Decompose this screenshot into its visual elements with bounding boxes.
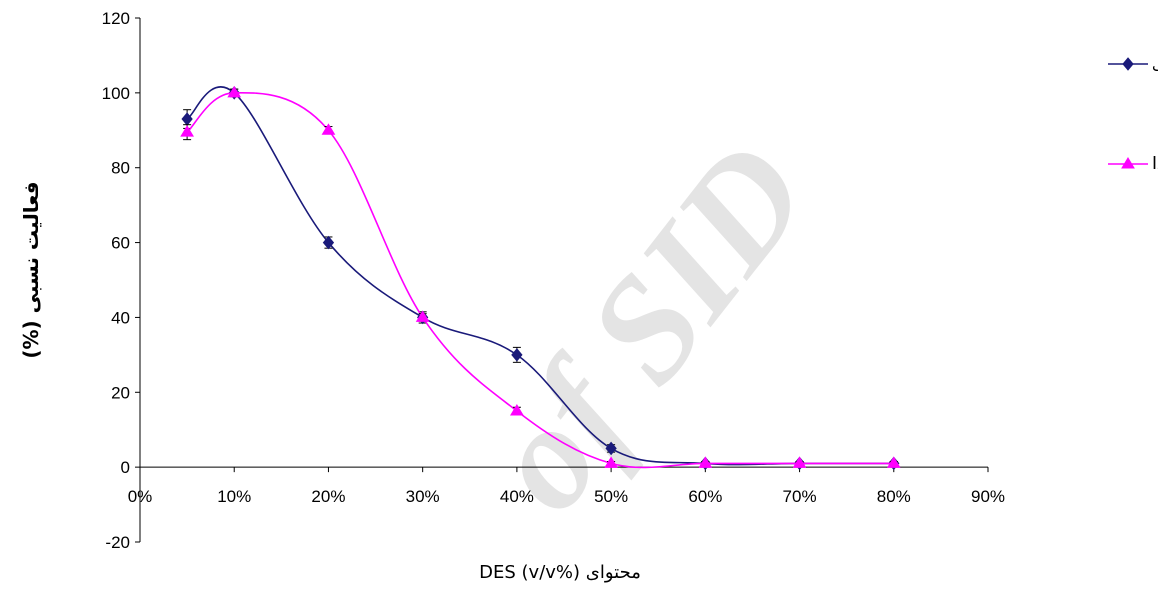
watermark: of SID — [455, 113, 840, 540]
y-tick-label: 60 — [111, 234, 130, 253]
x-tick-label: 90% — [971, 487, 1005, 506]
legend-label: آنزیم وحشی — [1152, 55, 1158, 73]
data-point — [698, 456, 713, 468]
legend-marker — [1122, 57, 1134, 71]
x-tick-label: 10% — [217, 487, 251, 506]
data-point — [605, 441, 617, 456]
x-tick-label: 30% — [406, 487, 440, 506]
legend: آنزیم وحشی آنزیم جهش‌یافته I232R — [1108, 55, 1158, 174]
data-point — [886, 456, 901, 468]
x-tick-label: 40% — [500, 487, 534, 506]
axes: -20 0 20 40 60 80 100 120 0% 10% 20% 30% 40% 50% 60% 70… — [102, 9, 1005, 552]
data-point — [511, 348, 523, 362]
y-tick-label: 0 — [121, 458, 130, 477]
y-tick-label: 80 — [111, 159, 130, 178]
data-point — [227, 85, 242, 98]
series-line — [186, 91, 894, 469]
x-tick-label: 20% — [311, 487, 345, 506]
data-point — [510, 404, 524, 416]
x-tick-label: 0% — [128, 487, 153, 506]
data-point — [792, 456, 807, 468]
legend-item-2: آنزیم جهش‌یافته I232R — [1108, 152, 1158, 174]
legend-label: آنزیم جهش‌یافته I232R — [1152, 152, 1158, 174]
y-tick-label: 40 — [111, 308, 130, 327]
legend-item-1: آنزیم وحشی — [1108, 55, 1158, 73]
series-2 — [180, 85, 901, 469]
x-tick-label: 50% — [594, 487, 628, 506]
data-point — [321, 123, 336, 135]
series-line — [186, 86, 894, 466]
y-tick-label: 100 — [102, 84, 130, 103]
y-tick-label: 20 — [111, 383, 130, 402]
data-point — [604, 456, 618, 468]
series-layer — [180, 85, 901, 471]
y-tick-label: -20 — [105, 533, 130, 552]
data-point — [180, 125, 194, 137]
data-point — [322, 235, 335, 250]
x-tick-label: 60% — [688, 487, 722, 506]
x-tick-label: 80% — [877, 487, 911, 506]
data-point — [415, 310, 430, 322]
x-axis-title: محتوای DES (v/v%) — [479, 562, 641, 583]
y-axis-title: فعالیت نسبی (%) — [19, 181, 43, 358]
y-tick-label: 120 — [102, 9, 130, 28]
legend-marker — [1121, 157, 1135, 169]
x-tick-label: 70% — [783, 487, 817, 506]
